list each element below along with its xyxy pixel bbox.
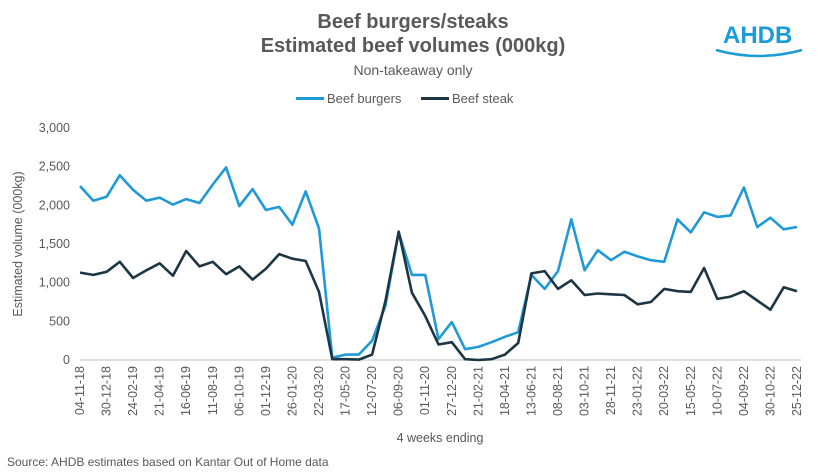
x-tick-label: 26-01-20: [285, 366, 299, 416]
chart-title-line2: Estimated beef volumes (000kg): [260, 35, 566, 57]
x-tick-label: 17-05-20: [339, 366, 353, 416]
y-axis-ticks: 0 500 1,000 1,500 2,000 2,500 3,000: [39, 121, 70, 367]
y-tick-label: 1,000: [39, 276, 70, 290]
x-tick-label: 06-09-20: [392, 366, 406, 416]
x-tick-label: 04-09-22: [737, 366, 751, 416]
legend-label-steak: Beef steak: [452, 91, 514, 106]
x-tick-label: 11-08-19: [206, 366, 220, 415]
x-tick-label: 18-04-21: [498, 366, 512, 416]
chart-subtitle: Non-takeaway only: [353, 62, 473, 78]
x-tick-label: 24-02-19: [126, 366, 140, 416]
x-tick-label: 21-02-21: [471, 366, 485, 416]
x-tick-label: 04-11-18: [73, 366, 87, 415]
legend-swatch-steak: [421, 97, 449, 100]
x-tick-label: 10-07-22: [710, 366, 724, 416]
y-tick-label: 0: [63, 353, 70, 367]
x-tick-label: 23-01-22: [631, 366, 645, 416]
y-tick-label: 2,500: [39, 160, 70, 174]
x-tick-label: 28-11-21: [604, 366, 618, 415]
x-tick-label: 12-07-20: [365, 366, 379, 416]
x-tick-label: 06-10-19: [232, 366, 246, 416]
source-note: Source: AHDB estimates based on Kantar O…: [7, 455, 329, 469]
x-axis-title: 4 weeks ending: [397, 431, 484, 445]
x-tick-label: 25-12-22: [790, 366, 804, 416]
x-tick-label: 27-12-20: [445, 366, 459, 416]
y-tick-label: 3,000: [39, 121, 70, 135]
x-tick-label: 21-04-19: [153, 366, 167, 416]
series-line-beef-burgers: [79, 166, 798, 360]
y-tick-label: 2,000: [39, 198, 70, 212]
x-tick-label: 01-12-19: [259, 366, 273, 416]
series-line-beef-steak: [79, 230, 798, 362]
x-tick-label: 30-12-18: [100, 366, 114, 416]
legend-item-beef-steak: Beef steak: [421, 91, 513, 106]
y-tick-label: 500: [49, 314, 70, 328]
y-tick-label: 1,500: [39, 237, 70, 251]
x-tick-label: 30-10-22: [763, 366, 777, 416]
x-tick-label: 01-11-20: [418, 366, 432, 415]
legend-label-burgers: Beef burgers: [327, 91, 402, 106]
legend-item-beef-burgers: Beef burgers: [296, 91, 401, 106]
x-tick-label: 22-03-20: [312, 366, 326, 416]
x-tick-label: 08-08-21: [551, 366, 565, 416]
x-tick-label: 03-10-21: [578, 366, 592, 416]
x-axis-ticks: 04-11-18 30-12-18 24-02-19 21-04-19 16-06-19…: [73, 366, 804, 416]
chart-title: Beef burgers/steaks: [317, 11, 509, 33]
x-tick-label: 20-03-22: [657, 366, 671, 416]
logo-swoosh-icon: [715, 48, 803, 58]
x-tick-label: 15-05-22: [684, 366, 698, 416]
series-lines: [79, 166, 798, 362]
x-tick-label: 13-06-21: [524, 366, 538, 416]
ahdb-logo: AHDB: [723, 22, 793, 49]
legend-swatch-burgers: [296, 97, 324, 100]
y-axis-title: Estimated volume (000kg): [11, 171, 25, 316]
x-tick-label: 16-06-19: [179, 366, 193, 416]
